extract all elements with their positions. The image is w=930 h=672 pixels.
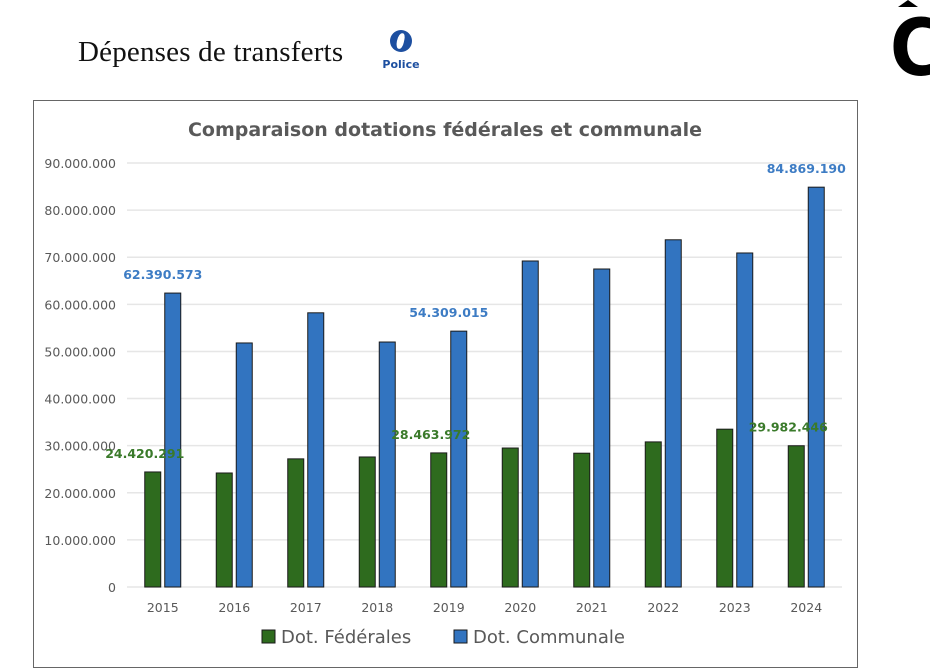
x-tick-label: 2023 <box>719 600 751 615</box>
y-axis: 0 10.000.000 20.000.000 30.000.000 40.000.00… <box>44 156 116 595</box>
federal-bar <box>144 471 162 588</box>
x-tick-label: 2024 <box>790 600 822 615</box>
police-logo: Police <box>382 30 420 76</box>
corner-logo-letter: C <box>890 4 930 90</box>
x-tick-label: 2020 <box>504 600 536 615</box>
x-tick-label: 2019 <box>433 600 465 615</box>
x-tick-label: 2018 <box>361 600 393 615</box>
data-labels: 24.420.291 62.390.573 28.463.972 54.309.015… <box>105 161 846 461</box>
federal-bar <box>716 428 734 588</box>
logo-accent-shape <box>898 0 918 7</box>
communal-bar <box>521 260 539 588</box>
bar-chart: Comparaison dotations fédérales et commu… <box>44 119 846 648</box>
y-tick-label: 70.000.000 <box>44 250 116 265</box>
federal-bar <box>644 441 662 588</box>
y-tick-label: 0 <box>108 580 116 595</box>
x-tick-label: 2022 <box>647 600 679 615</box>
chart-title: Comparaison dotations fédérales et commu… <box>188 119 702 141</box>
x-tick-label: 2016 <box>218 600 250 615</box>
federal-bar <box>430 452 448 588</box>
federal-bar <box>358 456 376 588</box>
communal-bar <box>664 239 682 588</box>
federal-bar <box>787 445 805 588</box>
y-tick-label: 10.000.000 <box>44 533 116 548</box>
police-logo-label: Police <box>382 58 420 71</box>
y-tick-label: 40.000.000 <box>44 392 116 407</box>
x-tick-label: 2017 <box>290 600 322 615</box>
federal-bar <box>215 472 233 588</box>
communal-data-label: 54.309.015 <box>409 305 488 320</box>
communal-bar <box>593 268 611 588</box>
communal-bar <box>307 312 325 588</box>
y-tick-label: 20.000.000 <box>44 486 116 501</box>
bars <box>144 186 825 588</box>
communal-data-label: 62.390.573 <box>123 267 202 282</box>
communal-bar <box>164 292 182 588</box>
gridlines <box>127 162 842 588</box>
y-tick-label: 30.000.000 <box>44 439 116 454</box>
slide-title: Dépenses de transferts <box>78 36 344 68</box>
x-axis: 2015 2016 2017 2018 2019 2020 2021 2022 2023 2024 <box>147 600 822 615</box>
communal-data-label: 84.869.190 <box>767 161 846 176</box>
y-tick-label: 80.000.000 <box>44 203 116 218</box>
corner-logo: C <box>888 0 930 90</box>
legend-label-communal: Dot. Communale <box>473 627 625 648</box>
communal-bar <box>807 186 825 588</box>
y-tick-label: 60.000.000 <box>44 297 116 312</box>
communal-bar <box>736 252 754 588</box>
federal-data-label: 24.420.291 <box>105 446 184 461</box>
communal-bar <box>235 342 253 588</box>
federal-bar <box>501 447 519 588</box>
chart-frame: Comparaison dotations fédérales et commu… <box>33 100 858 668</box>
y-tick-label: 50.000.000 <box>44 344 116 359</box>
legend-swatch-communal <box>453 629 468 644</box>
x-tick-label: 2015 <box>147 600 179 615</box>
x-tick-label: 2021 <box>576 600 608 615</box>
communal-bar <box>450 330 468 588</box>
legend-label-federal: Dot. Fédérales <box>281 627 411 648</box>
federal-bar <box>287 458 305 588</box>
y-tick-label: 90.000.000 <box>44 156 116 171</box>
federal-data-label: 29.982.446 <box>749 420 828 435</box>
federal-data-label: 28.463.972 <box>391 427 470 442</box>
communal-bar <box>378 341 396 588</box>
legend: Dot. Fédérales Dot. Communale <box>261 627 625 648</box>
federal-bar <box>573 452 591 588</box>
legend-swatch-federal <box>261 629 276 644</box>
